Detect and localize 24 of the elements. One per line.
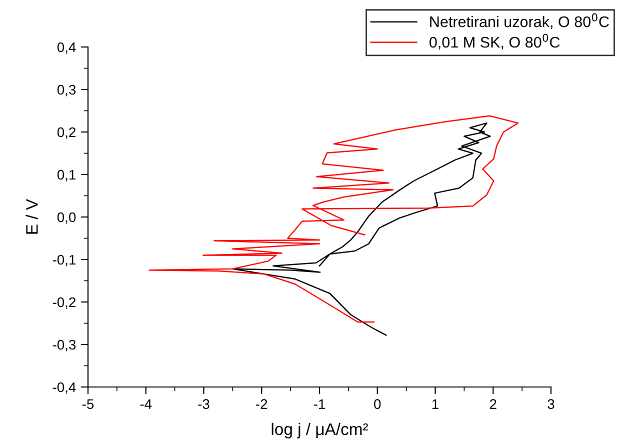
x-tick-label: -3 <box>198 399 210 410</box>
y-axis-title: E / V <box>26 199 38 234</box>
y-tick-label: -0,4 <box>52 382 76 394</box>
line-series <box>232 122 491 336</box>
y-tick-label: 0,3 <box>57 84 76 96</box>
x-tick-label: 2 <box>490 399 496 409</box>
x-tick-label: 1 <box>432 399 438 409</box>
y-tick-label: 0,2 <box>57 127 76 139</box>
x-tick-label: -4 <box>140 399 152 409</box>
x-tick-label: 0 <box>374 399 381 410</box>
y-tick-label: -0,3 <box>52 340 76 352</box>
x-tick-label: -1 <box>314 399 325 409</box>
line-series <box>148 115 519 323</box>
y-tick-label: -0,1 <box>52 254 76 266</box>
legend-label: 0,01 M SK, O 80$^{0}$C <box>430 34 560 50</box>
x-tick-label: -2 <box>256 399 268 409</box>
x-tick-label: 3 <box>548 399 554 410</box>
legend-label: Netretirani uzorak, O 80$^{0}$C <box>430 13 609 30</box>
y-tick-label: 0,0 <box>57 212 76 224</box>
y-tick-label: -0,2 <box>52 297 76 309</box>
y-tick-label: 0,4 <box>57 42 76 54</box>
x-axis-title: log j / μA/cm² <box>272 422 368 438</box>
y-tick-label: 0,1 <box>57 170 76 182</box>
x-tick-label: -5 <box>82 399 94 410</box>
